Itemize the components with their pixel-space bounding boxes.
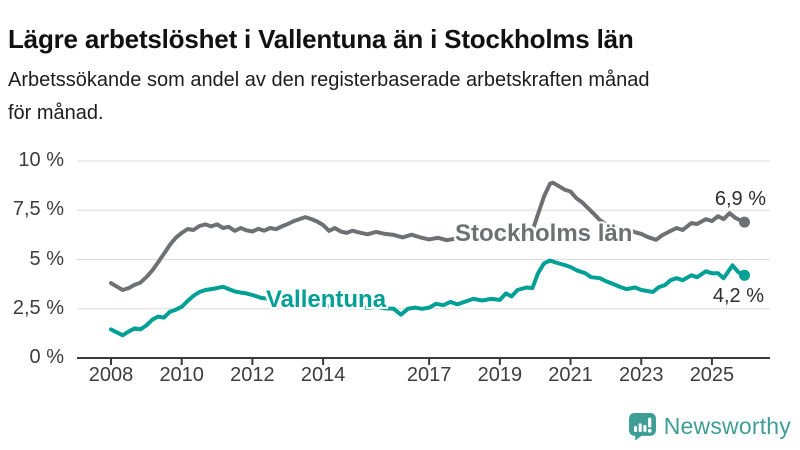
end-value-stockholms-lan: 6,9 %: [714, 188, 766, 210]
newsworthy-wordmark: Newsworthy: [663, 413, 791, 439]
series-end-dot-0: [739, 216, 750, 228]
newsworthy-bubble-chart-icon: [628, 413, 656, 441]
chart-subtitle: Arbetssökande som andel av den registerb…: [8, 64, 708, 130]
subtitle-line-1: Arbetssökande som andel av den registerb…: [8, 69, 650, 91]
series-end-dot-1: [739, 269, 750, 281]
page-title: Lägre arbetslöshet i Vallentuna än i Sto…: [8, 24, 634, 55]
series-line-0: [109, 180, 747, 292]
newsworthy-logo: Newsworthy: [628, 412, 791, 441]
series-label-stockholms-lan: Stockholms län: [455, 220, 633, 247]
series-label-vallentuna: Vallentuna: [266, 286, 387, 313]
subtitle-line-2: för månad.: [8, 102, 104, 124]
series-line-1: [109, 258, 747, 338]
end-value-vallentuna: 4,2 %: [712, 285, 764, 307]
